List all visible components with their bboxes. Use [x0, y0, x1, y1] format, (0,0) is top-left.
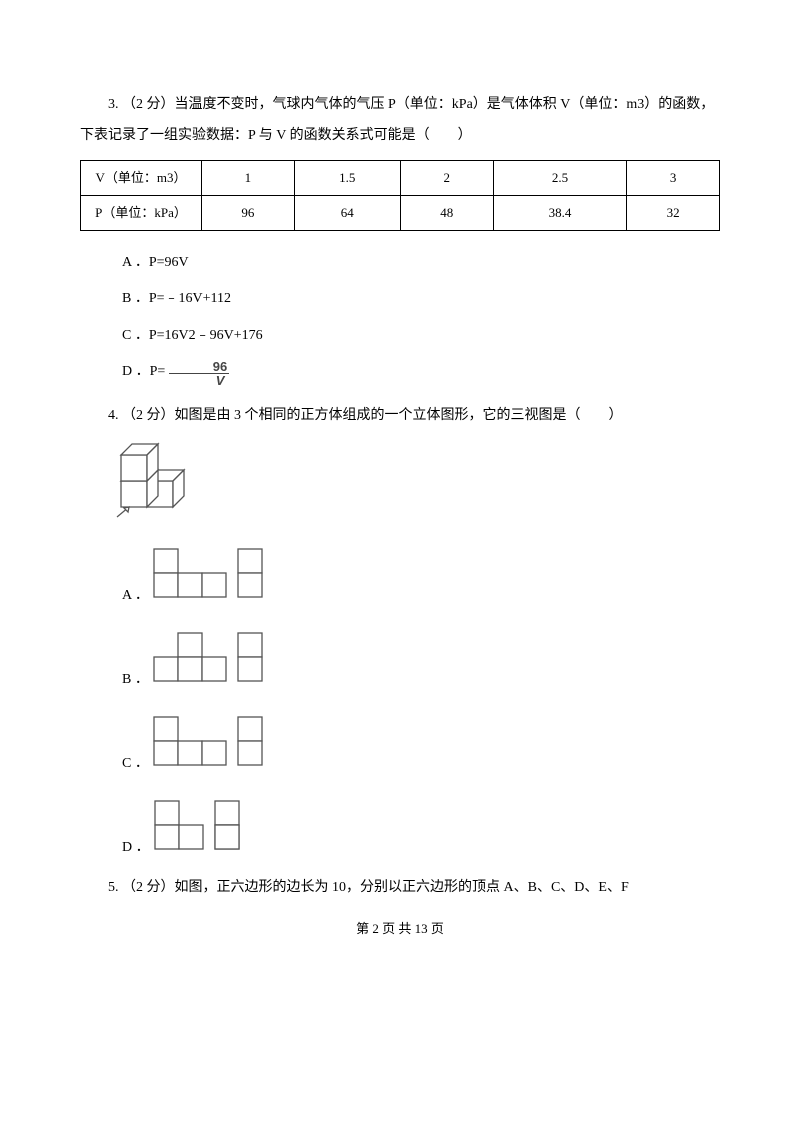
q5-prompt: 5. （2 分）如图，正六边形的边长为 10，分别以正六边形的顶点 A、B、C、…	[80, 873, 720, 904]
q3-option-d: D ．P= 96V	[80, 354, 720, 390]
q3-table: V（单位：m3） 1 1.5 2 2.5 3 P（单位：kPa） 96 64 4…	[80, 160, 720, 231]
q4-option-a: A ．	[80, 547, 720, 603]
option-label: A ．	[122, 588, 149, 603]
page-footer: 第 2 页 共 13 页	[80, 918, 720, 937]
q4-option-b: B ．	[80, 631, 720, 687]
cell: 2.5	[493, 160, 627, 195]
cell-header-p: P（单位：kPa）	[81, 195, 202, 230]
q4-prompt: 4. （2 分）如图是由 3 个相同的正方体组成的一个立体图形，它的三视图是（ …	[80, 401, 720, 432]
q3-option-d-prefix: D ．P=	[122, 364, 169, 379]
cell: 64	[294, 195, 400, 230]
q3-prompt: 3. （2 分）当温度不变时，气球内气体的气压 P（单位：kPa）是气体体积 V…	[80, 90, 720, 152]
q3-option-a: A ．P=96V	[80, 245, 720, 281]
q4-figure	[115, 441, 720, 519]
cell: 38.4	[493, 195, 627, 230]
option-label: D ．	[122, 840, 150, 855]
fraction-icon: 96V	[169, 360, 229, 387]
cell: 2	[400, 160, 493, 195]
option-label: C ．	[122, 756, 149, 771]
cell: 1.5	[294, 160, 400, 195]
q4-option-d: D ．	[80, 799, 720, 855]
cell: 3	[627, 160, 720, 195]
table-row: P（单位：kPa） 96 64 48 38.4 32	[81, 195, 720, 230]
cell: 32	[627, 195, 720, 230]
table-row: V（单位：m3） 1 1.5 2 2.5 3	[81, 160, 720, 195]
q4-option-c: C ．	[80, 715, 720, 771]
q3-option-c: C ．P=16V2﹣96V+176	[80, 318, 720, 354]
q3-option-b: B ．P=﹣16V+112	[80, 281, 720, 317]
cell: 1	[202, 160, 295, 195]
cell: 96	[202, 195, 295, 230]
option-label: B ．	[122, 672, 149, 687]
cell: 48	[400, 195, 493, 230]
cell-header-v: V（单位：m3）	[81, 160, 202, 195]
